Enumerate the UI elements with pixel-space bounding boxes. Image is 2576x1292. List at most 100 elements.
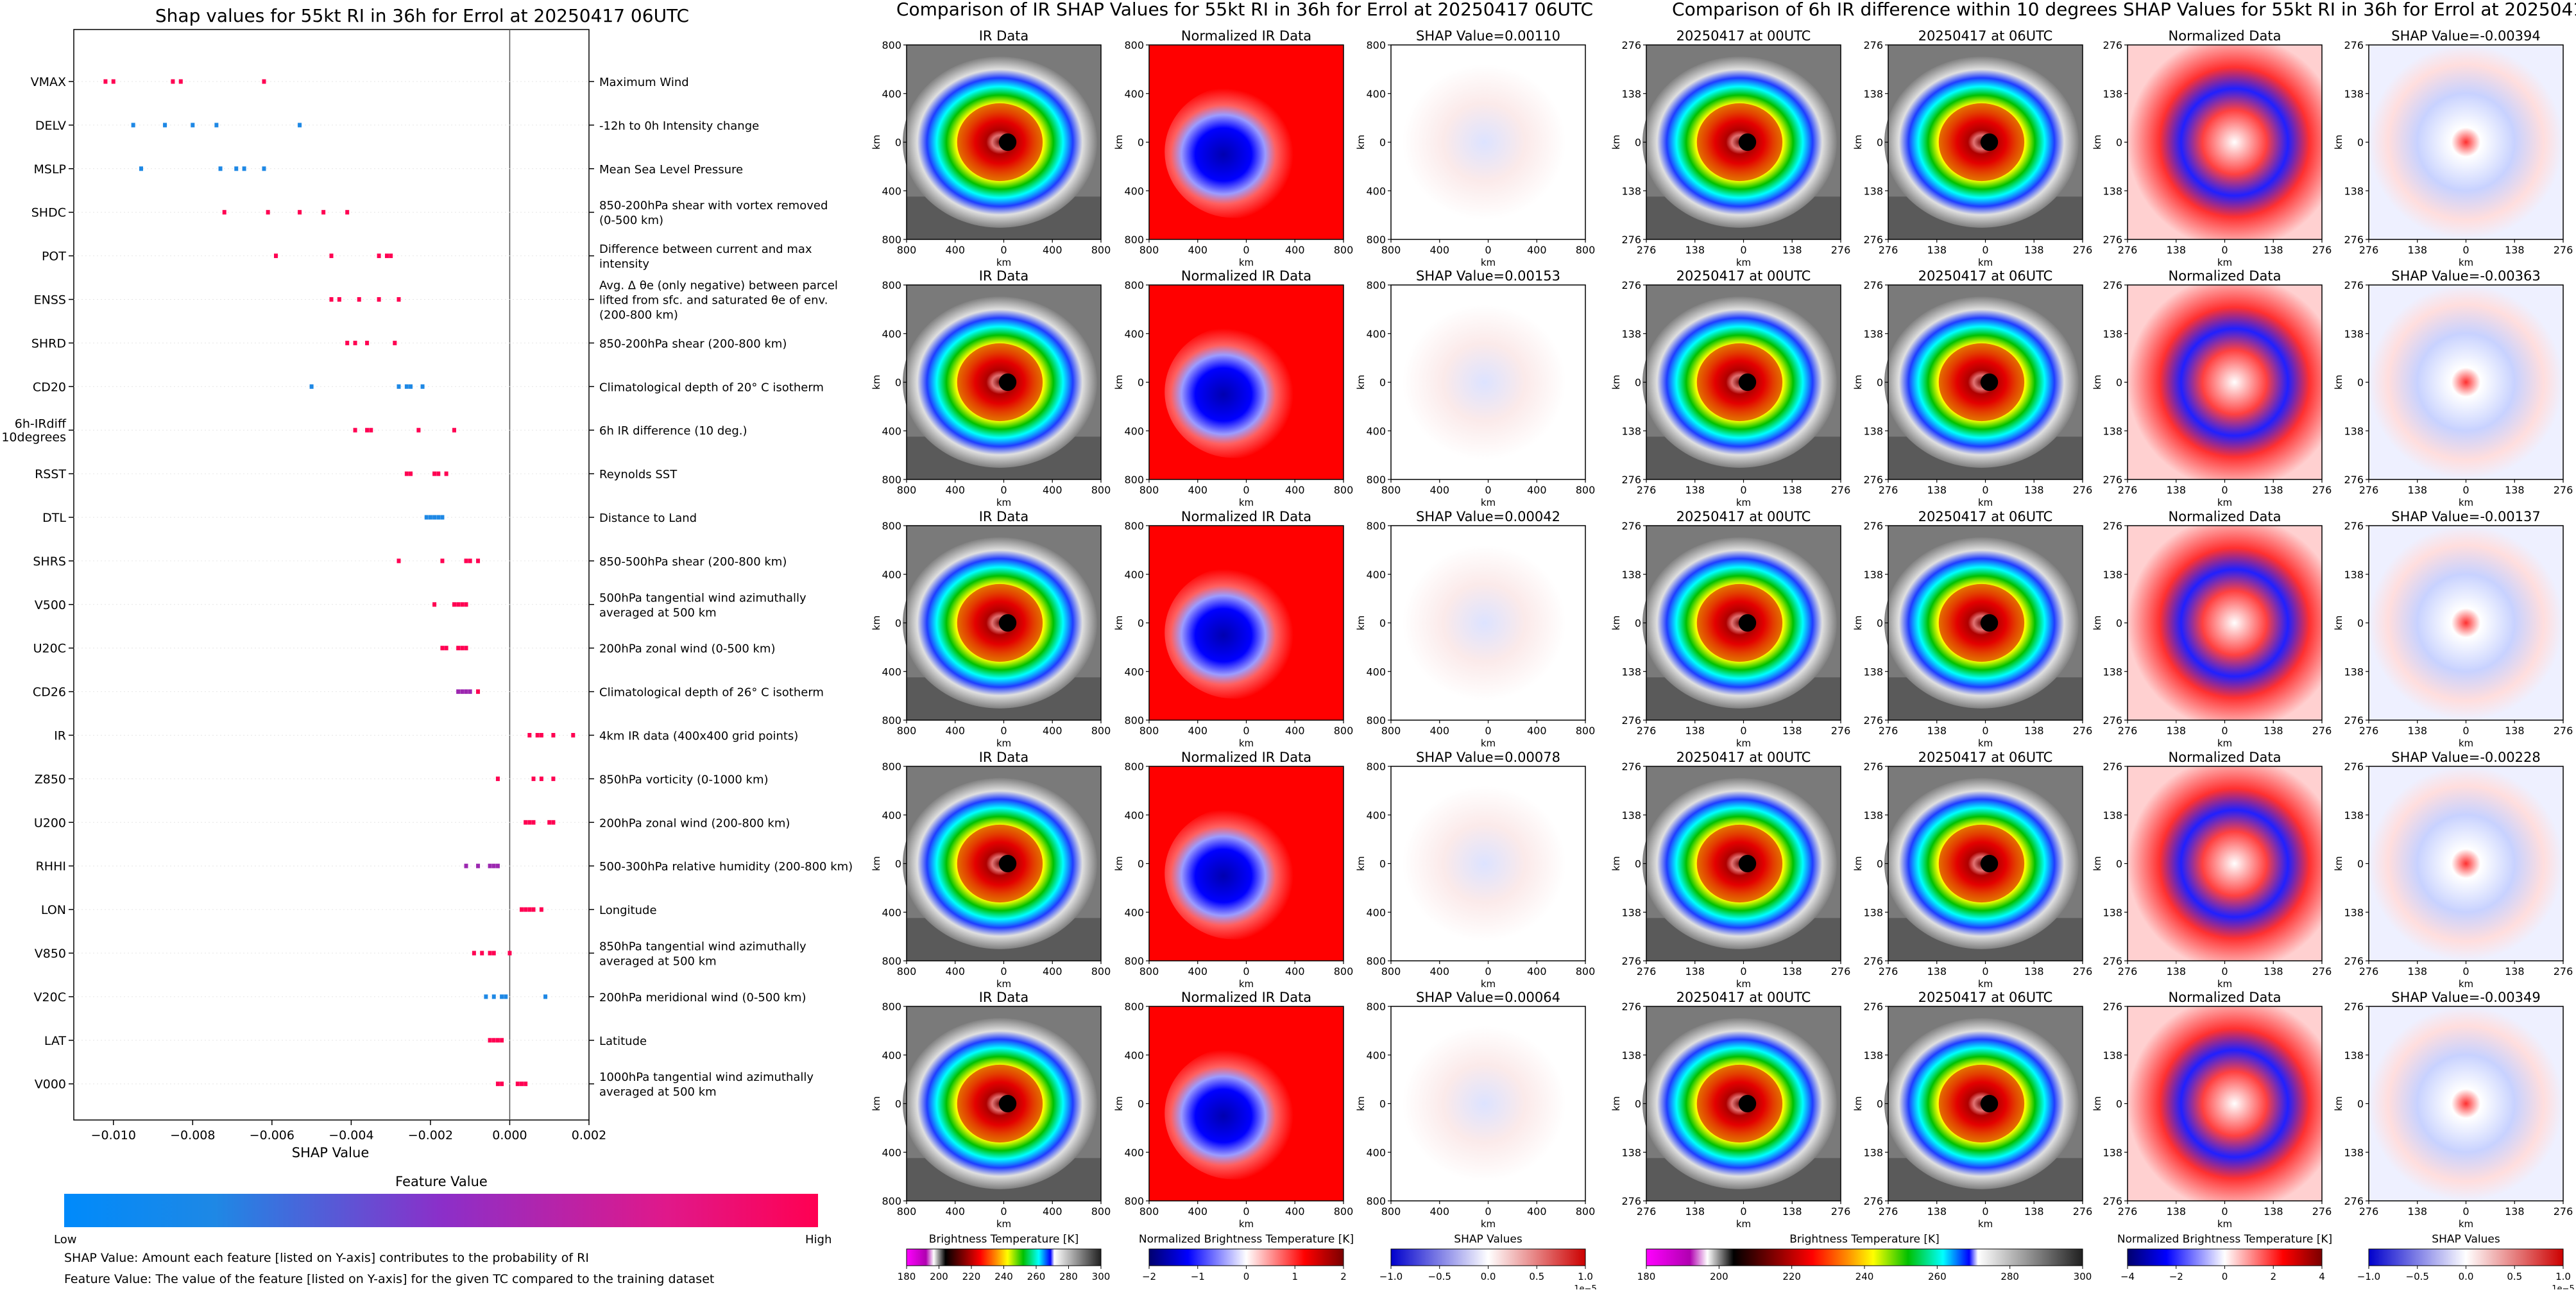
y-tick-label: 138: [1621, 88, 1641, 100]
feature-value-colorbar: [64, 1194, 818, 1227]
diff-norm-colorbar: [2127, 1248, 2323, 1266]
x-tick-label: 276: [2554, 484, 2573, 496]
y-tick-label: 138: [1863, 809, 1883, 822]
x-axis-label: km: [1736, 978, 1751, 990]
feature-description: 500-300hPa relative humidity (200-800 km…: [599, 860, 853, 874]
diff-image-panel: SHAP Value=-0.00394276276138138001381382…: [2333, 28, 2573, 268]
storm-eye: [1980, 854, 1999, 873]
y-axis-label: km: [1355, 135, 1367, 150]
shap-point: [436, 515, 441, 520]
x-tick-label: 400: [1285, 484, 1305, 496]
x-axis-label: km: [2459, 978, 2473, 990]
x-tick-label: 138: [2166, 1205, 2186, 1218]
ir-panel-title: Comparison of IR SHAP Values for 55kt RI…: [896, 0, 1593, 20]
shap-field: [2369, 1006, 2563, 1201]
shap-point: [397, 384, 401, 389]
x-tick-label: 276: [2359, 484, 2379, 496]
x-tick-label: 276: [2359, 965, 2379, 978]
x-tick-label: 276: [1831, 965, 1851, 978]
shap-point: [440, 558, 445, 564]
norm-colorbar: [1148, 1248, 1344, 1266]
shap-point: [472, 951, 476, 956]
y-tick-label: 276: [2344, 279, 2364, 291]
x-axis-label: km: [2217, 737, 2232, 749]
shap-point: [531, 776, 536, 781]
colorbar-label: Brightness Temperature [K]: [929, 1233, 1079, 1246]
x-tick-label: 138: [2024, 484, 2044, 496]
panel-title: 20250417 at 06UTC: [1918, 268, 2053, 284]
x-tick-label: −0.004: [328, 1128, 373, 1142]
y-tick-label: 400: [882, 666, 901, 678]
y-tick-label: 276: [2103, 279, 2122, 291]
x-tick-label: 276: [2554, 1205, 2573, 1218]
x-tick-label: 276: [2312, 484, 2332, 496]
x-tick-label: 800: [1091, 244, 1111, 256]
y-tick-label: 800: [882, 39, 901, 51]
x-tick-label: 800: [1334, 1205, 1354, 1218]
y-axis-label: km: [1113, 616, 1125, 630]
panel-title: SHAP Value=0.00078: [1416, 750, 1560, 765]
y-tick-label: 0: [2357, 617, 2364, 630]
feature-name: SHRD: [31, 336, 66, 350]
ir-image-panel: SHAP Value=0.000648008004004000040040080…: [1355, 990, 1595, 1230]
ir-image-panel: SHAP Value=0.000428008004004000040040080…: [1355, 509, 1595, 749]
y-axis-label: km: [1355, 1096, 1367, 1111]
shap-point: [488, 951, 492, 956]
y-tick-label: 0: [1379, 137, 1386, 149]
y-tick-label: 138: [1621, 1049, 1641, 1062]
cold-cloud-region: [1164, 85, 1305, 218]
y-tick-label: 138: [2103, 328, 2122, 340]
panel-title: Normalized IR Data: [1181, 28, 1311, 44]
shap-point: [460, 689, 465, 694]
feature-name: IR: [54, 729, 66, 743]
shap-point: [389, 254, 393, 259]
shap-field: [2369, 526, 2563, 720]
y-axis-label: km: [871, 616, 882, 630]
shap-point: [476, 558, 481, 564]
y-tick-label: 0: [2116, 137, 2122, 149]
x-tick-label: 276: [2118, 725, 2138, 737]
y-tick-label: 0: [1635, 617, 1641, 630]
x-tick-label: 276: [2359, 1205, 2379, 1218]
x-tick-label: 400: [1285, 1205, 1305, 1218]
feature-description: Reynolds SST: [599, 468, 678, 481]
shap-point: [527, 733, 532, 737]
y-tick-label: 800: [1124, 714, 1144, 727]
shap-point: [178, 79, 183, 84]
y-axis-label: km: [2092, 856, 2103, 871]
y-tick-label: 800: [1124, 279, 1144, 291]
diff-image-panel: 20250417 at 00UTC27627613813800138138276…: [1610, 990, 1850, 1230]
feature-name: U200: [34, 816, 66, 830]
y-tick-label: 276: [1863, 1001, 1883, 1013]
colorbar-tick-label: 1.0: [1578, 1271, 1593, 1282]
y-tick-label: 138: [1621, 666, 1641, 678]
feature-description: (0-500 km): [599, 214, 663, 227]
x-tick-label: 0: [1243, 725, 1249, 737]
y-tick-label: 0: [2357, 137, 2364, 149]
y-tick-label: 800: [1124, 955, 1144, 967]
shap-field: [1403, 786, 1566, 942]
x-tick-label: 138: [1685, 484, 1705, 496]
x-axis-label: km: [1978, 257, 1993, 268]
x-tick-label: 400: [1429, 1205, 1449, 1218]
x-tick-label: 400: [1285, 965, 1305, 978]
shap-point: [262, 79, 266, 84]
shap-point: [508, 951, 512, 956]
y-tick-label: 400: [882, 185, 901, 197]
diff-image-panel: SHAP Value=-0.00228276276138138001381382…: [2333, 750, 2573, 990]
x-tick-label: 138: [2505, 484, 2525, 496]
shap-field: [2369, 766, 2563, 961]
x-axis-label: km: [1481, 497, 1496, 508]
x-tick-label: 0.002: [572, 1128, 606, 1142]
x-tick-label: 138: [2024, 965, 2044, 978]
shap-point: [543, 994, 548, 999]
y-tick-label: 138: [2344, 328, 2364, 340]
x-tick-label: 800: [897, 725, 917, 737]
y-tick-label: 276: [1863, 761, 1883, 773]
y-axis-label: km: [1113, 1096, 1125, 1111]
shap-point: [531, 907, 536, 912]
x-tick-label: 276: [2359, 725, 2379, 737]
storm-eye: [1980, 1094, 1999, 1113]
y-tick-label: 0: [1877, 137, 1883, 149]
feature-description: 4km IR data (400x400 grid points): [599, 730, 798, 743]
